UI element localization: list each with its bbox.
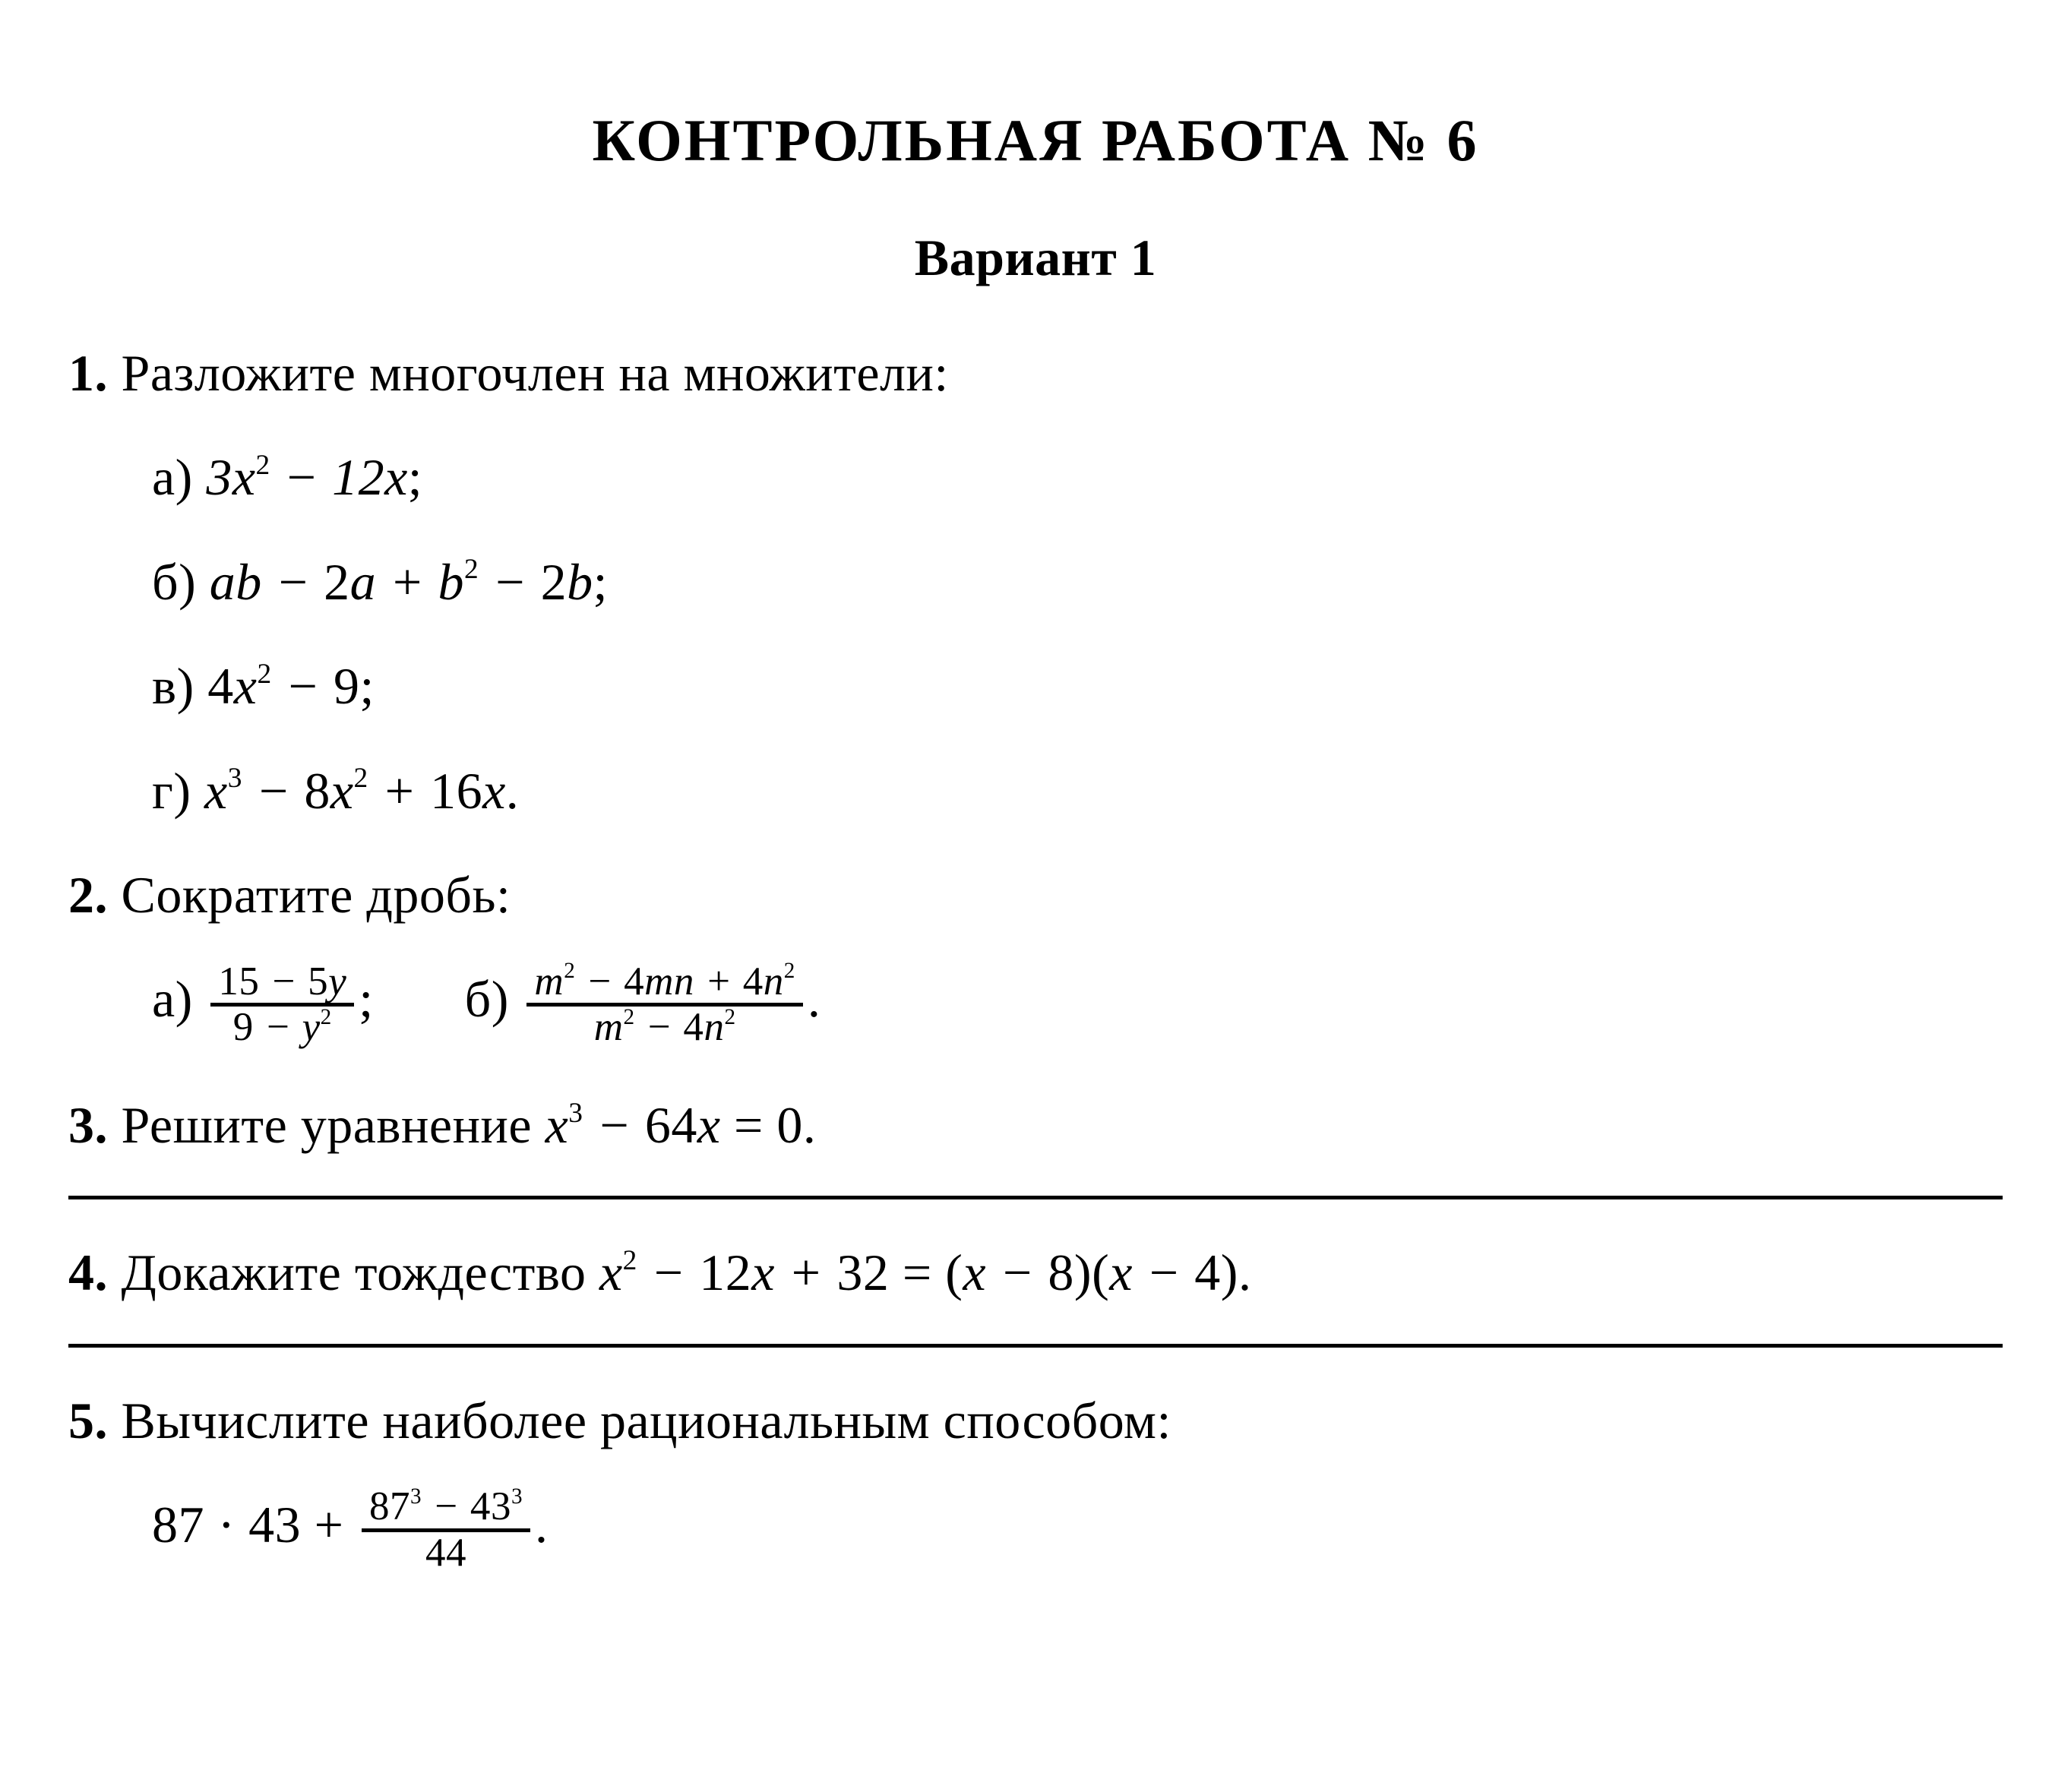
- problem-3-number: 3.: [68, 1096, 108, 1154]
- problem-5-prompt: Вычислите наиболее рациональным способом…: [122, 1392, 1171, 1449]
- item-tail: ;: [360, 657, 375, 715]
- problem-4-number: 4.: [68, 1244, 108, 1301]
- item-tail: ;: [408, 448, 422, 506]
- divider-top: [68, 1196, 2003, 1199]
- problem-1-item-a: а) 3x2 − 12x;: [68, 438, 2003, 517]
- item-tail: .: [506, 762, 520, 820]
- worksheet-page: КОНТРОЛЬНАЯ РАБОТА № 6 Вариант 1 1. Разл…: [0, 0, 2071, 1792]
- fraction-b: m2 − 4mn + 4n2 m2 − 4n2: [526, 961, 802, 1049]
- fraction-5: 873 − 433 44: [362, 1486, 530, 1574]
- problem-2-prompt: Сократите дробь:: [122, 866, 511, 924]
- problem-4: 4. Докажите тождество x2 − 12x + 32 = (x…: [68, 1233, 2003, 1313]
- item-expr: x3 − 8x2 + 16x: [204, 762, 506, 820]
- problem-2-items: а) 15 − 5y 9 − y2 ; б) m2 − 4mn + 4n2 m2…: [68, 959, 2003, 1049]
- problem-1-item-b: б) ab − 2a + b2 − 2b;: [68, 542, 2003, 622]
- problem-3-tail: .: [803, 1096, 817, 1154]
- item-label: а): [152, 448, 193, 506]
- item-expr: 4x2 − 9: [207, 657, 359, 715]
- item-tail: ;: [593, 553, 608, 611]
- problem-5-tail: .: [535, 1496, 549, 1553]
- item-expr: 3x2 − 12x: [206, 448, 407, 506]
- item-expr: ab − 2a + b2 − 2b: [210, 553, 593, 611]
- page-subtitle: Вариант 1: [68, 228, 2003, 288]
- item-tail: .: [808, 970, 821, 1028]
- problem-4-prompt: Докажите тождество: [122, 1244, 599, 1301]
- problem-1: 1. Разложите многочлен на множители:: [68, 333, 2003, 413]
- problem-3: 3. Решите уравнение x3 − 64x = 0.: [68, 1086, 2003, 1165]
- problem-3-prompt: Решите уравнение: [122, 1096, 545, 1154]
- item-label: в): [152, 657, 194, 715]
- problem-2-number: 2.: [68, 866, 108, 924]
- problem-2-item-b: б) m2 − 4mn + 4n2 m2 − 4n2 .: [465, 959, 821, 1049]
- problem-2-item-a: а) 15 − 5y 9 − y2 ;: [152, 959, 374, 1049]
- problem-1-prompt: Разложите многочлен на множители:: [122, 344, 949, 402]
- problem-1-item-d: г) x3 − 8x2 + 16x.: [68, 751, 2003, 831]
- problem-1-number: 1.: [68, 344, 108, 402]
- item-label: б): [152, 553, 196, 611]
- item-tail: ;: [359, 970, 373, 1028]
- fraction-a: 15 − 5y 9 − y2: [210, 961, 354, 1049]
- problem-4-expr: x2 − 12x + 32 = (x − 8)(x − 4): [599, 1244, 1238, 1301]
- problem-3-expr: x3 − 64x = 0: [545, 1096, 803, 1154]
- problem-5-number: 5.: [68, 1392, 108, 1449]
- problem-1-item-c: в) 4x2 − 9;: [68, 646, 2003, 726]
- problem-5: 5. Вычислите наиболее рациональным спосо…: [68, 1381, 2003, 1461]
- page-title: КОНТРОЛЬНАЯ РАБОТА № 6: [68, 106, 2003, 175]
- problem-5-expr: 87 · 43 + 873 − 433 44 .: [68, 1485, 2003, 1575]
- item-label: б): [465, 970, 509, 1028]
- item-label: а): [152, 970, 193, 1028]
- problem-2: 2. Сократите дробь:: [68, 855, 2003, 935]
- problem-4-tail: .: [1238, 1244, 1252, 1301]
- divider-bottom: [68, 1344, 2003, 1348]
- leading-term: 87 · 43 +: [152, 1496, 357, 1553]
- item-label: г): [152, 762, 191, 820]
